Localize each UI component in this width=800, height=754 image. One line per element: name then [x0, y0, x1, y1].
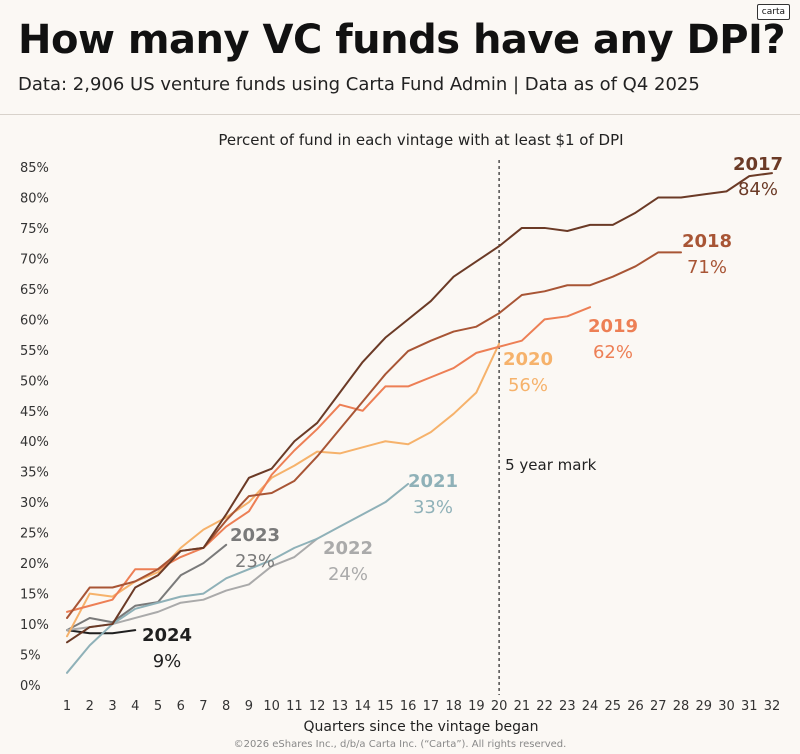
y-tick-label: 20%	[20, 557, 49, 572]
y-tick-label: 50%	[20, 374, 49, 389]
y-tick-label: 45%	[20, 405, 49, 420]
series-end-value-2021: 33%	[413, 497, 453, 518]
x-tick-label: 21	[514, 699, 531, 714]
y-tick-label: 40%	[20, 435, 49, 450]
series-labels: 2017 84% 2018 71% 2019 62% 2020 56% 2021 33% 2022 2…	[142, 154, 783, 672]
x-tick-label: 8	[222, 699, 230, 714]
series-end-value-2017: 84%	[738, 179, 778, 200]
series-name-2019: 2019	[588, 316, 638, 337]
y-tick-label: 85%	[20, 161, 49, 176]
x-tick-label: 3	[108, 699, 116, 714]
series-name-2022: 2022	[323, 538, 373, 559]
five-year-mark-annotation: 5 year mark	[498, 160, 597, 695]
y-tick-label: 55%	[20, 344, 49, 359]
y-tick-label: 0%	[20, 679, 41, 694]
y-tick-label: 30%	[20, 496, 49, 511]
copyright-footer: ©2026 eShares Inc., d/b/a Carta Inc. (“C…	[233, 739, 567, 750]
series-name-2020: 2020	[503, 349, 553, 370]
y-tick-label: 35%	[20, 466, 49, 481]
series-end-value-2023: 23%	[235, 551, 275, 572]
y-tick-label: 80%	[20, 191, 49, 206]
series-end-value-2024: 9%	[153, 651, 182, 672]
x-tick-label: 32	[764, 699, 781, 714]
x-tick-label: 2	[86, 699, 94, 714]
series-line-2023	[66, 543, 228, 632]
x-axis-label: Quarters since the vintage began	[304, 719, 539, 735]
series-end-value-2022: 24%	[328, 564, 368, 585]
x-tick-label: 26	[627, 699, 644, 714]
x-tick-label: 30	[718, 699, 735, 714]
series-name-2017: 2017	[733, 154, 783, 175]
series-name-2024: 2024	[142, 625, 192, 646]
x-tick-label: 25	[605, 699, 622, 714]
y-tick-label: 15%	[20, 588, 49, 603]
x-tick-label: 23	[559, 699, 576, 714]
x-tick-label: 5	[154, 699, 162, 714]
series-line-2021	[66, 482, 410, 674]
y-tick-label: 25%	[20, 527, 49, 542]
series-name-2021: 2021	[408, 471, 458, 492]
y-tick-label: 5%	[20, 649, 41, 664]
x-tick-label: 24	[582, 699, 599, 714]
series-line-2024	[66, 629, 137, 635]
page-subtitle: Data: 2,906 US venture funds using Carta…	[18, 74, 700, 95]
header-divider	[0, 114, 800, 115]
series-line-2018	[66, 251, 683, 619]
x-tick-label: 31	[741, 699, 758, 714]
x-tick-label: 12	[309, 699, 326, 714]
series-name-2018: 2018	[682, 231, 732, 252]
x-tick-label: 28	[673, 699, 690, 714]
series-lines	[66, 172, 773, 674]
x-tick-label: 1	[63, 699, 71, 714]
x-tick-label: 10	[263, 699, 280, 714]
x-tick-label: 11	[286, 699, 303, 714]
x-tick-label: 16	[400, 699, 417, 714]
y-tick-label: 65%	[20, 283, 49, 298]
x-tick-label: 13	[332, 699, 349, 714]
x-tick-label: 29	[696, 699, 713, 714]
y-tick-label: 10%	[20, 618, 49, 633]
x-tick-label: 14	[354, 699, 371, 714]
x-tick-label: 17	[423, 699, 440, 714]
x-tick-label: 6	[177, 699, 185, 714]
chart-title: Percent of fund in each vintage with at …	[218, 131, 623, 149]
series-name-2023: 2023	[230, 525, 280, 546]
y-tick-label: 60%	[20, 313, 49, 328]
x-tick-label: 4	[131, 699, 139, 714]
x-tick-label: 15	[377, 699, 394, 714]
x-tick-label: 7	[199, 699, 207, 714]
five-year-mark-label: 5 year mark	[505, 456, 597, 474]
y-axis: 0% 5% 10% 15% 20% 25% 30% 35% 40% 45% 50% 55% 60% 65%…	[20, 161, 49, 694]
series-end-value-2018: 71%	[687, 257, 727, 278]
x-tick-label: 19	[468, 699, 485, 714]
carta-logo: carta	[756, 4, 790, 20]
series-line-2017	[66, 172, 773, 644]
x-tick-label: 18	[445, 699, 462, 714]
x-tick-label: 22	[536, 699, 553, 714]
x-tick-label: 20	[491, 699, 508, 714]
y-tick-label: 75%	[20, 222, 49, 237]
x-tick-label: 27	[650, 699, 667, 714]
y-tick-label: 70%	[20, 252, 49, 267]
x-axis: 1 2 3 4 5 6 7 8 9 10 11 12 13 14 15 16 17 18 19 20 21 22 23 24 2…	[63, 699, 780, 714]
page-title: How many VC funds have any DPI?	[18, 17, 786, 63]
x-tick-label: 9	[245, 699, 253, 714]
series-end-value-2020: 56%	[508, 375, 548, 396]
series-line-2019	[66, 306, 592, 613]
series-end-value-2019: 62%	[593, 342, 633, 363]
